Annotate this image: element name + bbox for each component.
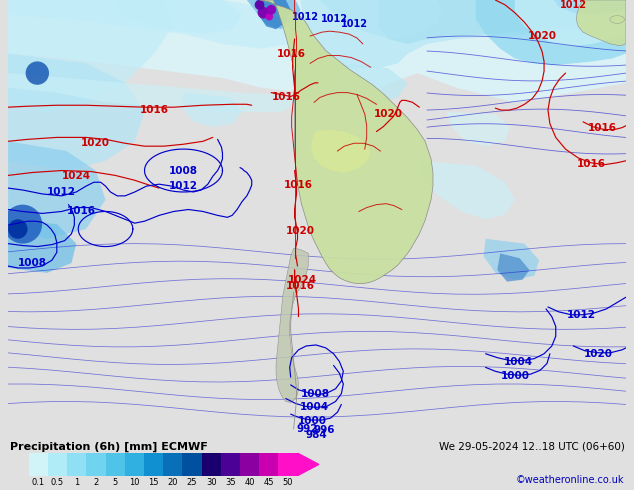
- Polygon shape: [378, 0, 626, 44]
- Polygon shape: [576, 0, 626, 46]
- Text: 1012: 1012: [169, 181, 198, 191]
- Text: 20: 20: [167, 478, 178, 487]
- Text: 1020: 1020: [584, 349, 613, 359]
- Polygon shape: [8, 0, 310, 49]
- Polygon shape: [8, 141, 105, 239]
- Polygon shape: [583, 0, 626, 13]
- Text: 1004: 1004: [299, 402, 328, 413]
- Text: 1016: 1016: [576, 159, 605, 169]
- Polygon shape: [181, 93, 242, 127]
- Bar: [163, 453, 183, 475]
- Polygon shape: [298, 453, 319, 475]
- Bar: [67, 453, 86, 475]
- Text: 1016: 1016: [286, 281, 315, 291]
- Circle shape: [255, 0, 264, 10]
- Text: 1012: 1012: [47, 187, 76, 197]
- Text: 1020: 1020: [81, 138, 110, 148]
- Polygon shape: [417, 161, 515, 219]
- Text: 50: 50: [283, 478, 294, 487]
- Text: 40: 40: [245, 478, 255, 487]
- Text: Precipitation (6h) [mm] ECMWF: Precipitation (6h) [mm] ECMWF: [10, 442, 207, 452]
- Text: 1016: 1016: [277, 49, 306, 59]
- Polygon shape: [484, 239, 539, 280]
- Polygon shape: [554, 0, 626, 15]
- Polygon shape: [276, 248, 308, 402]
- Text: 984: 984: [305, 430, 327, 440]
- Text: 5: 5: [113, 478, 118, 487]
- Text: 996: 996: [313, 425, 335, 435]
- Polygon shape: [311, 130, 371, 172]
- Text: 1008: 1008: [18, 258, 47, 268]
- Bar: [183, 453, 202, 475]
- Circle shape: [25, 61, 49, 85]
- Text: 1012: 1012: [292, 12, 319, 22]
- Polygon shape: [115, 0, 242, 34]
- Text: ©weatheronline.co.uk: ©weatheronline.co.uk: [516, 475, 624, 485]
- Polygon shape: [257, 0, 290, 29]
- Text: 1008: 1008: [301, 389, 330, 399]
- Bar: [106, 453, 125, 475]
- Text: 1012: 1012: [321, 15, 348, 24]
- Bar: [259, 453, 278, 475]
- Text: 1012: 1012: [567, 310, 595, 320]
- Text: 1020: 1020: [373, 109, 403, 119]
- Text: 0.1: 0.1: [32, 478, 45, 487]
- Polygon shape: [497, 253, 529, 282]
- Text: 1016: 1016: [588, 122, 617, 133]
- Polygon shape: [301, 0, 626, 68]
- Bar: [278, 453, 298, 475]
- Text: 1012: 1012: [560, 0, 587, 10]
- Polygon shape: [476, 0, 626, 65]
- Text: 2: 2: [93, 478, 99, 487]
- Polygon shape: [320, 0, 442, 39]
- Polygon shape: [259, 0, 433, 284]
- Text: 25: 25: [187, 478, 197, 487]
- Text: 1016: 1016: [139, 105, 169, 115]
- Text: 10: 10: [129, 478, 139, 487]
- Circle shape: [3, 205, 42, 244]
- Polygon shape: [8, 53, 145, 171]
- Bar: [144, 453, 163, 475]
- Text: 1012: 1012: [340, 20, 368, 29]
- Text: 30: 30: [206, 478, 217, 487]
- Polygon shape: [446, 112, 510, 146]
- Text: 1000: 1000: [500, 371, 529, 381]
- Text: 35: 35: [225, 478, 236, 487]
- Bar: [125, 453, 144, 475]
- Text: 1020: 1020: [286, 226, 315, 236]
- Text: 1000: 1000: [297, 416, 327, 426]
- Text: 0.5: 0.5: [51, 478, 64, 487]
- Text: We 29-05-2024 12..18 UTC (06+60): We 29-05-2024 12..18 UTC (06+60): [439, 442, 624, 452]
- Bar: [240, 453, 259, 475]
- Text: 1024: 1024: [288, 275, 317, 285]
- Ellipse shape: [610, 16, 624, 24]
- Text: 45: 45: [264, 478, 274, 487]
- Bar: [48, 453, 67, 475]
- Polygon shape: [8, 219, 76, 273]
- Text: 1008: 1008: [169, 166, 198, 175]
- Text: 15: 15: [148, 478, 159, 487]
- Polygon shape: [335, 63, 408, 102]
- Text: 992: 992: [297, 424, 318, 434]
- Circle shape: [266, 13, 273, 21]
- Polygon shape: [515, 0, 626, 46]
- Bar: [29, 453, 48, 475]
- Bar: [202, 453, 221, 475]
- Circle shape: [257, 7, 269, 19]
- Bar: [221, 453, 240, 475]
- Text: 1016: 1016: [67, 206, 96, 217]
- Text: 1004: 1004: [504, 357, 533, 367]
- Text: 1020: 1020: [527, 31, 557, 41]
- Circle shape: [266, 5, 276, 15]
- Bar: [86, 453, 106, 475]
- Text: 1: 1: [74, 478, 79, 487]
- Polygon shape: [8, 0, 626, 102]
- Circle shape: [8, 219, 27, 239]
- Text: 1016: 1016: [271, 93, 301, 102]
- Polygon shape: [8, 73, 320, 112]
- Text: 1024: 1024: [61, 172, 91, 181]
- Text: 1016: 1016: [284, 180, 313, 190]
- Polygon shape: [247, 0, 301, 29]
- Polygon shape: [8, 0, 174, 112]
